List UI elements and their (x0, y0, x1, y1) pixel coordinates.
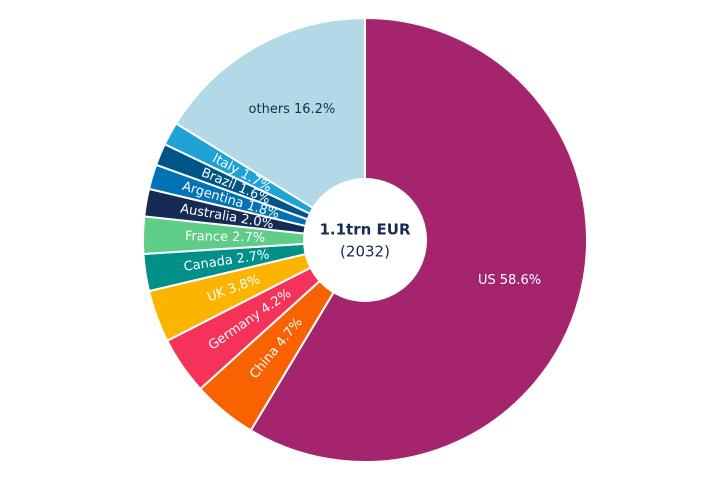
value-label: 16.2% (294, 102, 335, 117)
slice-label: Canada 2.7% (183, 247, 271, 275)
donut-hole (303, 178, 427, 302)
center-subtitle: (2032) (340, 243, 390, 261)
category-label: others (249, 102, 291, 117)
category-label: US (478, 273, 496, 288)
value-label: 2.7% (236, 247, 271, 267)
value-label: 2.0% (240, 211, 275, 231)
slice (174, 16, 366, 242)
center-title: 1.1trn EUR (319, 221, 410, 239)
category-label: Canada (183, 252, 234, 274)
slice-label: France 2.7% (185, 229, 266, 246)
category-label: UK (205, 284, 228, 304)
slice-label: others 16.2% (249, 102, 336, 117)
value-label: 2.7% (232, 230, 265, 246)
slice-label: US 58.6% (478, 273, 541, 288)
value-label: 58.6% (500, 273, 541, 288)
category-label: France (185, 229, 229, 245)
